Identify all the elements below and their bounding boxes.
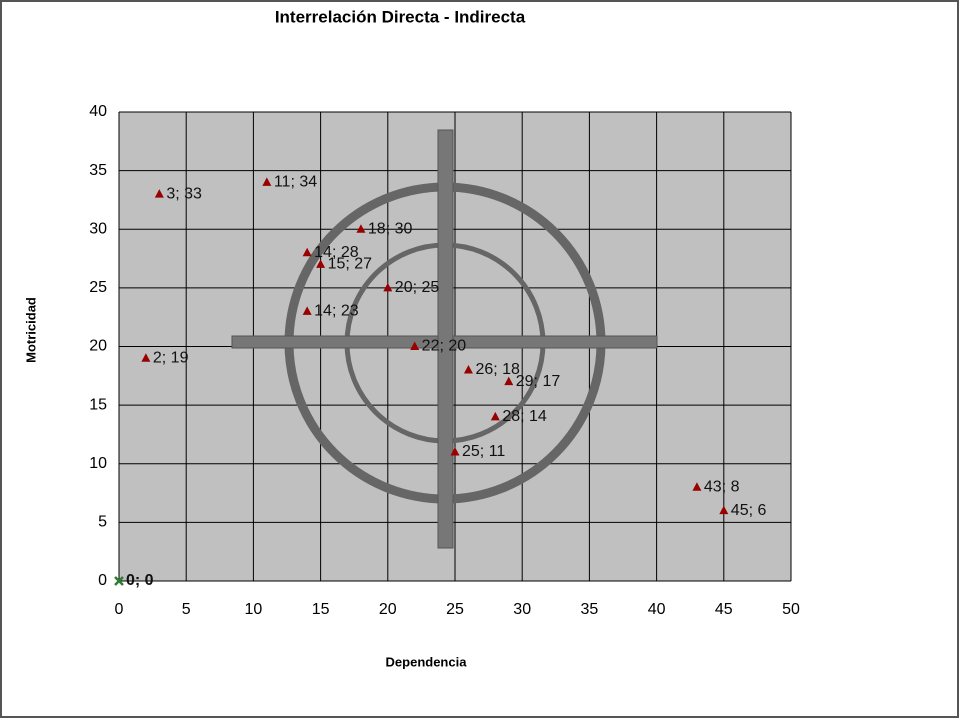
- x-tick-label: 50: [782, 601, 800, 618]
- data-label: 2; 19: [153, 349, 189, 366]
- point: [141, 353, 151, 362]
- y-tick-label: 35: [89, 162, 107, 179]
- target-graphic: [231, 129, 658, 549]
- data-label: 26; 18: [475, 361, 520, 378]
- data-label: 0; 0: [126, 572, 154, 589]
- data-label: 18; 30: [368, 220, 413, 237]
- point: [504, 376, 514, 386]
- x-tick-label: 35: [581, 601, 599, 618]
- y-tick-label: 0: [98, 572, 107, 589]
- y-tick-label: 10: [89, 455, 107, 472]
- x-tick-label: 15: [312, 601, 330, 618]
- y-tick-label: 15: [89, 396, 107, 413]
- y-tick-label: 40: [89, 103, 107, 120]
- point: [154, 189, 164, 198]
- point: [114, 576, 124, 586]
- point: [302, 306, 312, 315]
- data-label: 43; 8: [704, 478, 740, 495]
- chart-title: Interrelación Directa - Indirecta: [275, 7, 526, 26]
- data-label: 11; 34: [274, 174, 317, 191]
- point: [316, 259, 326, 268]
- data-label: 20; 25: [395, 279, 440, 296]
- y-tick-label: 5: [98, 514, 107, 531]
- x-tick-label: 25: [446, 601, 464, 618]
- x-tick-label: 30: [513, 601, 531, 618]
- data-label: 14; 28: [314, 244, 359, 261]
- point: [302, 247, 312, 257]
- data-label: 45; 6: [731, 502, 767, 519]
- x-tick-label: 40: [648, 601, 666, 618]
- y-tick-label: 25: [89, 279, 107, 296]
- point: [692, 482, 702, 491]
- point: [490, 411, 500, 421]
- data-label: 15; 27: [328, 256, 373, 273]
- x-tick-label: 10: [245, 601, 263, 618]
- point: [450, 447, 460, 456]
- y-tick-label: 20: [89, 338, 107, 355]
- y-axis-title: Motricidad: [23, 297, 38, 363]
- point: [410, 341, 420, 350]
- data-label: 22; 20: [422, 338, 467, 355]
- point: [356, 224, 366, 233]
- x-tick-label: 20: [379, 601, 397, 618]
- point: [262, 177, 272, 186]
- data-label: 25; 11: [462, 443, 505, 460]
- data-label: 3; 33: [166, 185, 202, 202]
- point: [463, 364, 473, 374]
- x-tick-label: 0: [115, 601, 124, 618]
- y-tick-label: 30: [89, 220, 107, 237]
- data-label: 29; 17: [516, 373, 561, 390]
- data-label: 14; 23: [314, 303, 359, 320]
- data-label: 28; 14: [502, 408, 547, 425]
- point: [383, 282, 393, 292]
- point: [719, 505, 729, 515]
- x-axis-title: Dependencia: [386, 654, 468, 669]
- x-tick-label: 45: [715, 601, 733, 618]
- x-tick-label: 5: [182, 601, 191, 618]
